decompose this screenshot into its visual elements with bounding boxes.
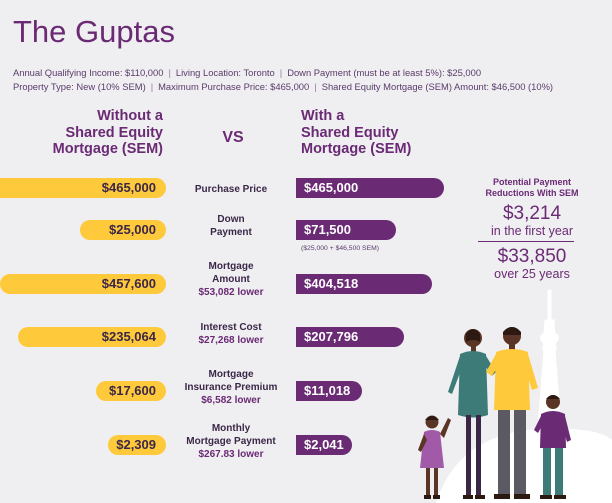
heading-line: With a <box>301 108 345 124</box>
without-down-payment-bar: $25,000 <box>80 220 166 240</box>
without-insurance-premium-bar: $17,600 <box>96 381 166 401</box>
family-and-cn-tower-illustration <box>396 279 612 503</box>
without-sem-heading: Without a Shared Equity Mortgage (SEM) <box>53 108 163 158</box>
sidebar-heading: Potential Payment Reductions With SEM <box>466 177 598 199</box>
row-label-text: Interest Cost <box>200 322 262 333</box>
location-info: Living Location: Toronto <box>175 67 275 78</box>
income-info: Annual Qualifying Income: $110,000 <box>13 67 164 78</box>
page-title: The Guptas <box>13 14 175 49</box>
without-mortgage-amount-bar: $457,600 <box>0 274 166 294</box>
sidebar-heading-line: Reductions With SEM <box>485 188 579 198</box>
row-label-monthly-payment: Monthly Mortgage Payment $267.83 lower <box>170 422 292 461</box>
heading-line: Mortgage (SEM) <box>301 141 412 157</box>
difference-text: $27,268 lower <box>198 335 264 346</box>
row-label-text: Monthly <box>211 423 251 434</box>
with-mortgage-amount-bar: $404,518 <box>296 274 432 294</box>
with-sem-heading: With a Shared Equity Mortgage (SEM) <box>301 108 411 158</box>
row-label-interest-cost: Interest Cost $27,268 lower <box>170 321 292 347</box>
difference-text: $267.83 lower <box>198 449 264 460</box>
row-label-text: Payment <box>210 227 252 238</box>
row-label-text: Insurance Premium <box>184 382 278 393</box>
heading-line: Mortgage (SEM) <box>52 141 163 157</box>
heading-line: Shared Equity <box>301 124 399 141</box>
separator: | <box>314 81 317 92</box>
down-payment-info: Down Payment (must be at least 5%): $25,… <box>287 67 482 78</box>
row-label-text: Mortgage <box>208 261 254 272</box>
row-label-text: Amount <box>212 274 250 285</box>
row-label-text: Down <box>217 214 245 225</box>
info-line-1: Annual Qualifying Income: $110,000 | Livin… <box>13 67 481 78</box>
total-amount: $33,850 <box>497 246 567 267</box>
separator: | <box>279 67 283 78</box>
sidebar-divider <box>478 241 574 243</box>
info-line-2: Property Type: New (10% SEM) | Maximum Pur… <box>13 81 553 92</box>
first-year-label: in the first year <box>491 224 573 238</box>
vs-label: VS <box>222 129 244 146</box>
down-payment-note: ($25,000 + $46,500 SEM) <box>301 245 380 252</box>
difference-text: $53,082 lower <box>198 287 264 298</box>
with-insurance-premium-bar: $11,018 <box>296 381 362 401</box>
separator: | <box>168 67 171 78</box>
without-monthly-payment-bar: $2,309 <box>108 435 166 455</box>
without-purchase-price-bar: $465,000 <box>0 178 166 198</box>
sem-amount-info: Shared Equity Mortgage (SEM) Amount: $46… <box>321 81 554 92</box>
with-interest-cost-bar: $207,796 <box>296 327 404 347</box>
with-down-payment-bar: $71,500 <box>296 220 396 240</box>
difference-text: $6,582 lower <box>201 395 261 406</box>
with-purchase-price-bar: $465,000 <box>296 178 444 198</box>
without-interest-cost-bar: $235,064 <box>18 327 166 347</box>
sidebar-heading-line: Potential Payment <box>492 177 572 187</box>
with-monthly-payment-bar: $2,041 <box>296 435 352 455</box>
row-label-text: Mortgage <box>208 369 254 380</box>
total-label: over 25 years <box>494 267 570 281</box>
row-label-purchase-price: Purchase Price <box>170 183 292 196</box>
row-label-text: Mortgage Payment <box>186 436 276 447</box>
row-label-text: Purchase Price <box>194 184 268 195</box>
separator: | <box>150 81 154 92</box>
row-label-mortgage-amount: Mortgage Amount $53,082 lower <box>170 260 292 299</box>
property-type-info: Property Type: New (10% SEM) <box>13 81 146 92</box>
row-label-insurance-premium: Mortgage Insurance Premium $6,582 lower <box>170 368 292 407</box>
heading-line: Shared Equity <box>65 124 164 141</box>
heading-line: Without a <box>97 108 163 124</box>
max-price-info: Maximum Purchase Price: $465,000 <box>158 81 310 92</box>
row-label-down-payment: Down Payment <box>170 213 292 239</box>
first-year-amount: $3,214 <box>502 203 562 224</box>
